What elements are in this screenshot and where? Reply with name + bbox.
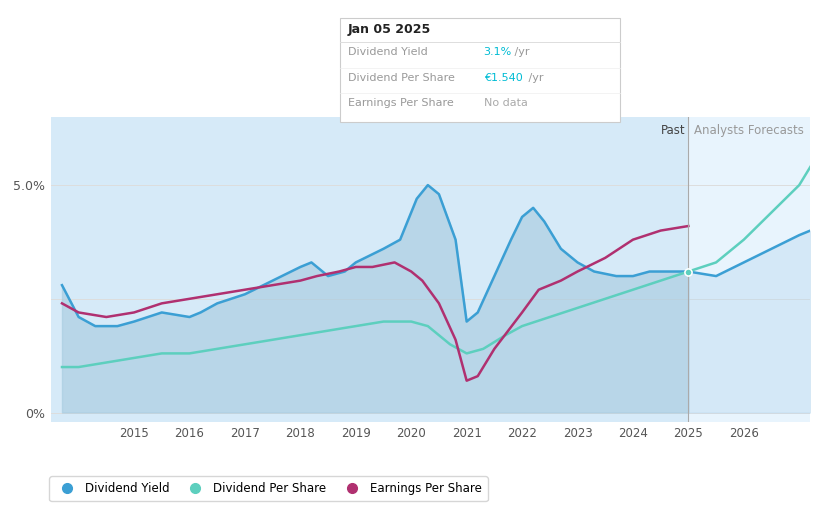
Text: /yr: /yr — [511, 47, 530, 57]
Text: Dividend Yield: Dividend Yield — [348, 47, 428, 57]
Text: Past: Past — [661, 124, 686, 137]
Text: 3.1%: 3.1% — [484, 47, 511, 57]
Text: Dividend Per Share: Dividend Per Share — [348, 73, 455, 83]
Text: €1.540: €1.540 — [484, 73, 522, 83]
Text: Jan 05 2025: Jan 05 2025 — [348, 23, 431, 36]
Text: /yr: /yr — [525, 73, 544, 83]
Text: Earnings Per Share: Earnings Per Share — [348, 98, 454, 108]
Legend: Dividend Yield, Dividend Per Share, Earnings Per Share: Dividend Yield, Dividend Per Share, Earn… — [49, 477, 488, 501]
Text: No data: No data — [484, 98, 527, 108]
Bar — [688, 117, 810, 422]
Text: Analysts Forecasts: Analysts Forecasts — [694, 124, 804, 137]
Bar — [51, 117, 688, 422]
